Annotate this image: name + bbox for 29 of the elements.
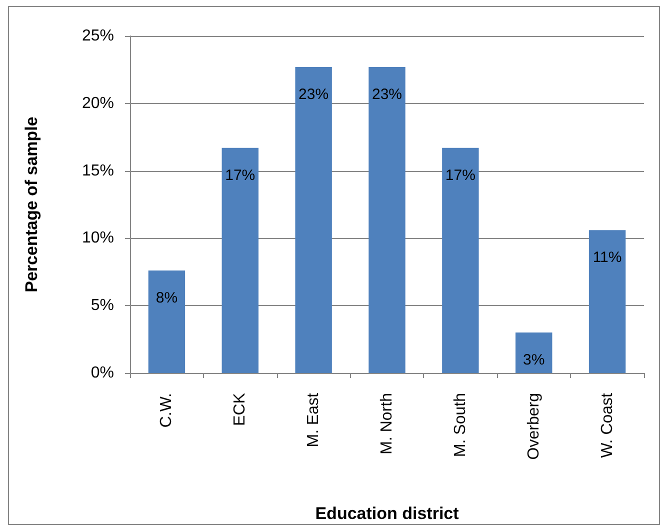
y-tick-label: 25% (82, 28, 114, 44)
x-tick-label: M. East (305, 392, 322, 448)
y-axis-title: Percentage of sample (22, 116, 41, 292)
y-tick-label: 15% (82, 162, 114, 180)
data-label: 3% (523, 352, 545, 369)
bar (588, 230, 626, 373)
x-tick-label: ECK (232, 392, 249, 426)
x-tick-label: Overberg (525, 393, 542, 460)
y-tick-label: 10% (82, 230, 114, 247)
y-tick-label: 5% (90, 297, 114, 314)
data-label: 17% (445, 166, 476, 184)
bar (222, 148, 258, 373)
bar (368, 67, 406, 373)
x-tick-label: W. Coast (598, 392, 616, 458)
x-tick-label: M. North (378, 393, 396, 454)
data-label: 17% (225, 166, 256, 184)
bar (148, 270, 186, 373)
bar (516, 332, 552, 373)
data-label: 23% (298, 86, 329, 104)
data-label: 8% (156, 290, 178, 307)
y-tick-label: 20% (82, 94, 114, 112)
data-label: 23% (372, 86, 402, 104)
data-label: 11% (592, 249, 622, 266)
y-tick-label: 0% (90, 364, 114, 382)
x-tick-label: M. South (452, 393, 469, 458)
x-axis-title: Education district (315, 504, 460, 523)
bar (442, 148, 479, 373)
x-tick-label: C.W. (158, 393, 176, 428)
bar (295, 67, 332, 373)
